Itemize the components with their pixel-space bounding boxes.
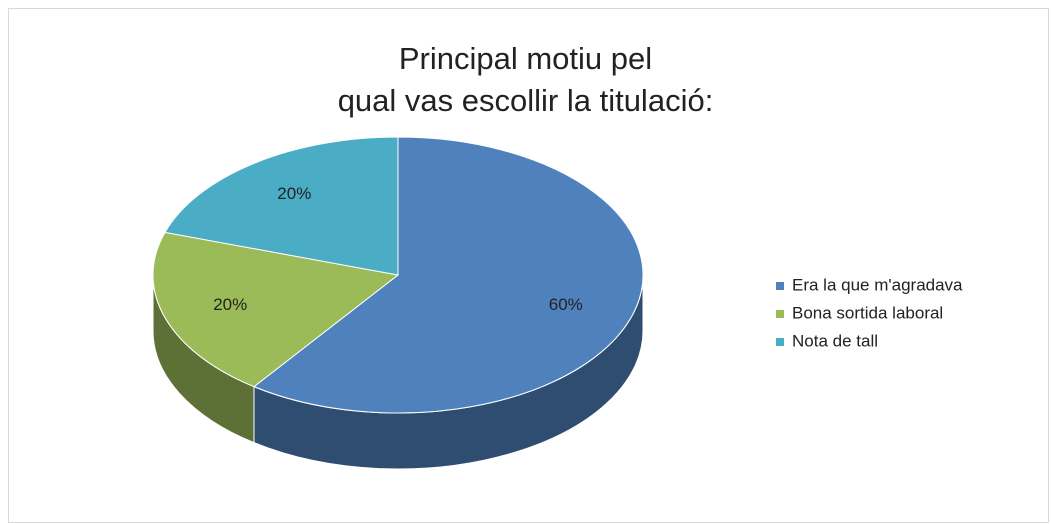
data-label: 20% xyxy=(277,184,311,203)
chart-title: Principal motiu pel qual vas escollir la… xyxy=(337,41,714,118)
data-label: 60% xyxy=(549,295,583,314)
legend-marker xyxy=(776,282,784,290)
legend-label: Era la que m'agradava xyxy=(792,275,963,294)
legend-label: Bona sortida laboral xyxy=(792,303,943,322)
slice xyxy=(253,136,644,414)
slice xyxy=(164,136,399,276)
legend-marker xyxy=(776,310,784,318)
slice xyxy=(152,231,400,388)
chart-border xyxy=(8,8,1049,523)
legend-marker xyxy=(776,338,784,346)
legend-label: Nota de tall xyxy=(792,331,878,350)
data-label: 20% xyxy=(213,295,247,314)
